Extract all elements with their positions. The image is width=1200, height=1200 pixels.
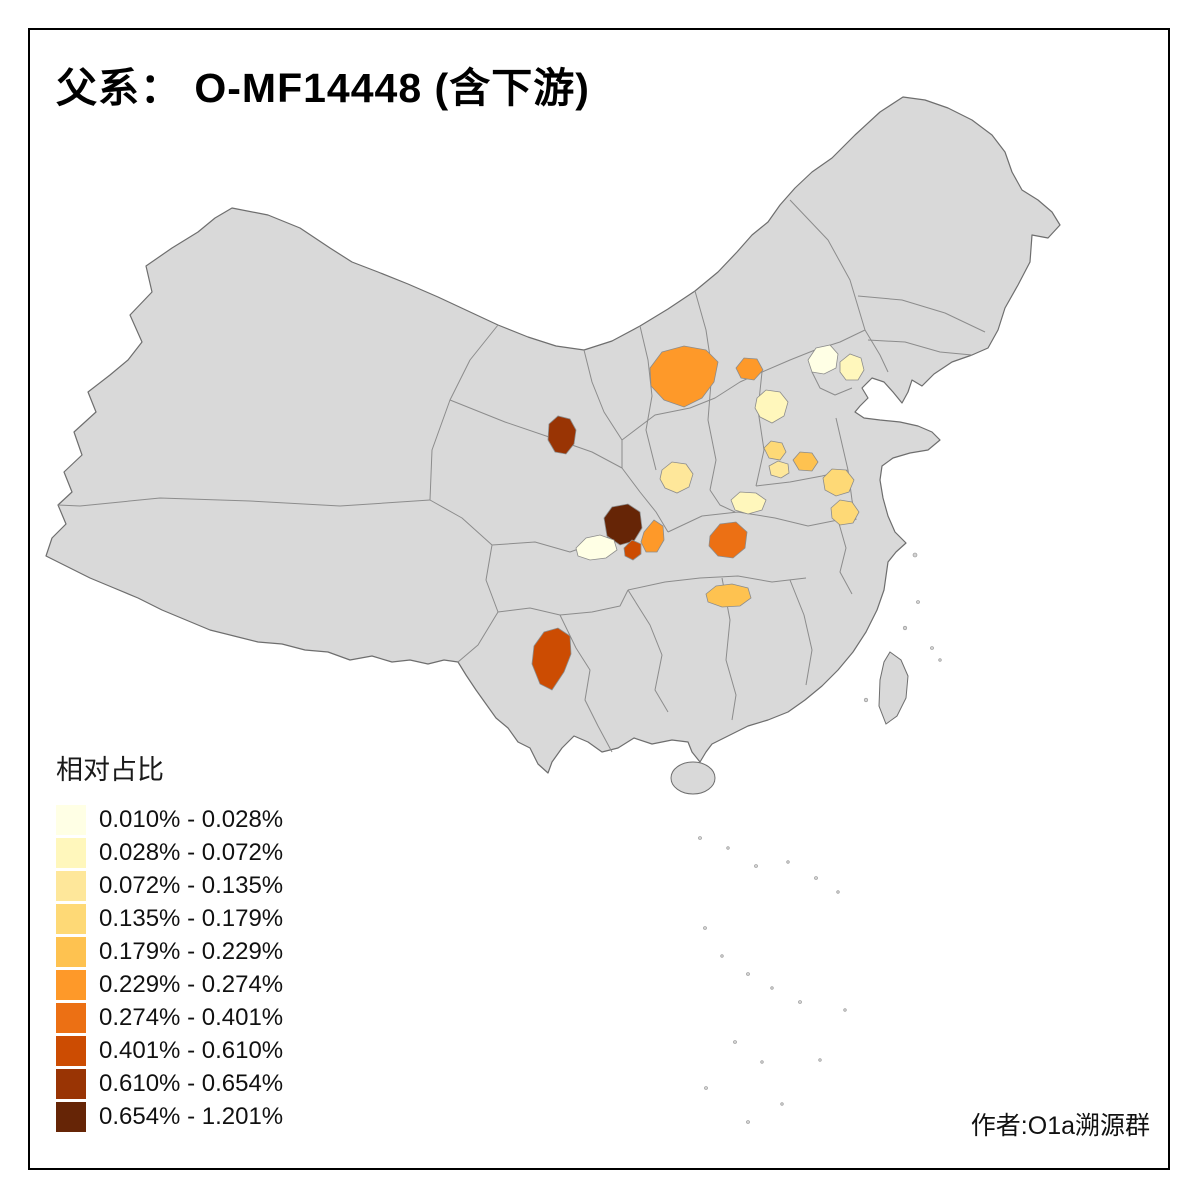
legend-item: 0.610% - 0.654% [56, 1067, 283, 1100]
legend-label: 0.010% - 0.028% [99, 805, 284, 833]
legend-swatch [56, 1068, 86, 1099]
region-6 [547, 415, 577, 455]
region-19 [705, 583, 752, 608]
legend-item: 0.135% - 0.179% [56, 902, 283, 935]
legend-item: 0.229% - 0.274% [56, 968, 283, 1001]
credit: 作者:O1a溯源群 [970, 1112, 1150, 1140]
legend-rows: 0.010% - 0.028% 0.028% - 0.072% 0.072% - 0… [56, 803, 283, 1133]
legend-label: 0.274% - 0.401% [99, 1003, 284, 1031]
hainan-island [670, 761, 716, 795]
legend-item: 0.028% - 0.072% [56, 836, 283, 869]
region-7 [659, 461, 694, 494]
legend-swatch [56, 903, 86, 934]
legend-item: 0.654% - 1.201% [56, 1100, 283, 1133]
region-1 [649, 345, 719, 408]
region-13 [830, 499, 860, 526]
region-2 [735, 357, 764, 381]
region-4 [839, 353, 865, 381]
map-title: 父系： O-MF14448 (含下游) [56, 65, 590, 111]
legend-title: 相对占比 [56, 755, 164, 785]
legend-label: 0.229% - 0.274% [99, 970, 284, 998]
region-12 [730, 491, 767, 515]
region-20 [531, 627, 572, 691]
region-3 [807, 344, 839, 375]
legend-swatch [56, 1101, 86, 1132]
legend-label: 0.028% - 0.072% [99, 838, 284, 866]
highlighted-regions [531, 344, 865, 691]
legend-swatch [56, 1035, 86, 1066]
region-8 [763, 440, 787, 461]
legend-label: 0.610% - 0.654% [99, 1069, 284, 1097]
region-15 [640, 519, 665, 553]
legend-label: 0.654% - 1.201% [99, 1102, 284, 1130]
legend-swatch [56, 936, 86, 967]
legend-swatch [56, 804, 86, 835]
legend-label: 0.072% - 0.135% [99, 871, 284, 899]
legend-label: 0.401% - 0.610% [99, 1036, 284, 1064]
region-10 [792, 451, 819, 472]
region-16 [623, 539, 642, 561]
region-9 [768, 460, 790, 479]
legend-swatch [56, 870, 86, 901]
legend-item: 0.274% - 0.401% [56, 1001, 283, 1034]
taiwan [878, 651, 909, 725]
legend-item: 0.401% - 0.610% [56, 1034, 283, 1067]
legend-item: 0.072% - 0.135% [56, 869, 283, 902]
region-11 [822, 468, 855, 497]
legend: 相对占比 0.010% - 0.028% 0.028% - 0.072% 0.072… [56, 748, 283, 1133]
legend-item: 0.179% - 0.229% [56, 935, 283, 968]
region-17 [575, 534, 618, 561]
legend-swatch [56, 969, 86, 1000]
region-5 [754, 389, 789, 424]
legend-label: 0.135% - 0.179% [99, 904, 284, 932]
region-18 [708, 521, 748, 559]
legend-swatch [56, 837, 86, 868]
legend-item: 0.010% - 0.028% [56, 803, 283, 836]
islands [698, 552, 942, 1124]
legend-swatch [56, 1002, 86, 1033]
legend-label: 0.179% - 0.229% [99, 937, 284, 965]
